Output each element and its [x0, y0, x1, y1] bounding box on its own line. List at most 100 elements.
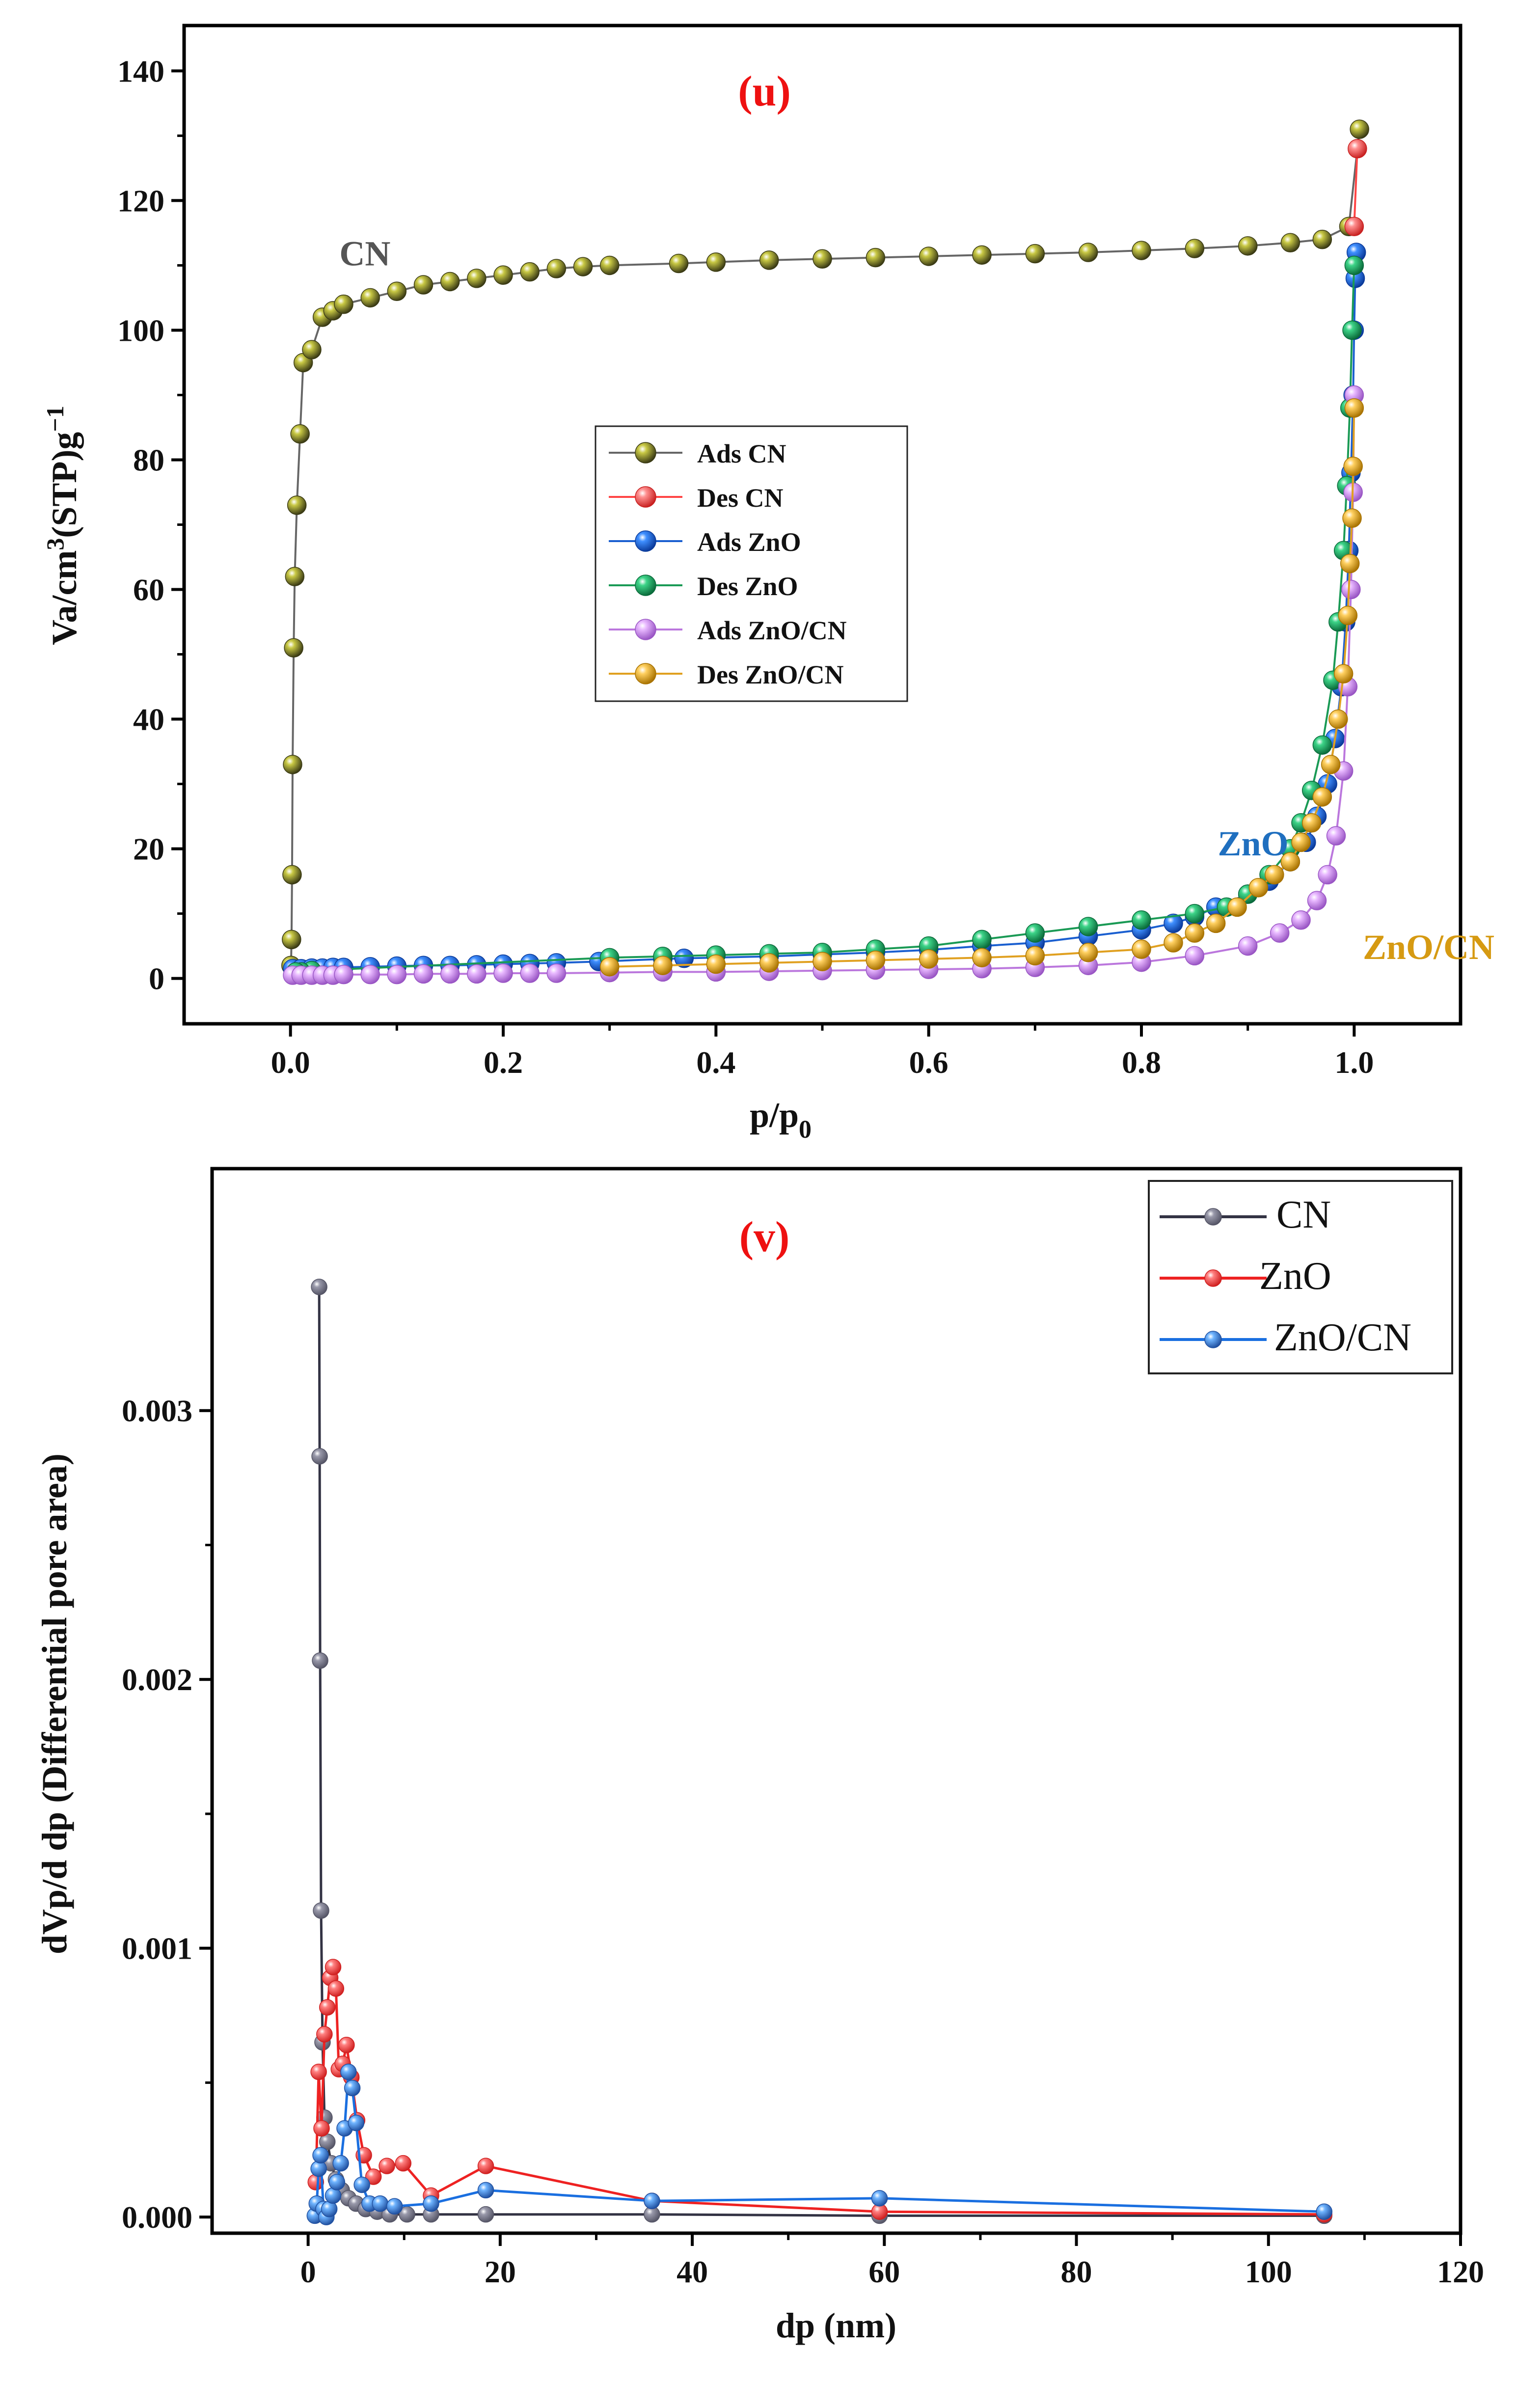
v-x-tick-label-4: 80 — [1061, 2254, 1092, 2289]
u-point-des-zno — [1344, 255, 1364, 275]
v-point-zno-cn — [386, 2198, 403, 2215]
u-point-des-zno — [1342, 320, 1362, 340]
v-point-zno-cn — [423, 2195, 439, 2212]
pore-y-axis-title: dVp/d dp (Differential pore area) — [35, 1453, 74, 1954]
u-point-des-zno-cn — [1132, 939, 1151, 959]
isotherm-chart: 0.0 0.2 0.4 0.6 0.8 1.0 0 20 40 60 80 100 120 140 (u)… — [41, 24, 1494, 1144]
isotherm-series-group — [281, 119, 1369, 985]
u-point-ads-cn — [1185, 239, 1205, 258]
u-point-des-zno-cn — [1344, 398, 1364, 418]
v-x-tick-label-6: 120 — [1437, 2254, 1484, 2289]
u-y-tick-label-3: 60 — [133, 573, 164, 607]
isotherm-annotation-cn: CN — [339, 234, 390, 273]
isotherm-legend-marker-ads-zno-cn — [635, 619, 656, 640]
isotherm-legend-label-ads-cn: Ads CN — [697, 439, 786, 468]
u-x-tick-label-0: 0.0 — [271, 1045, 310, 1080]
v-point-zno-cn — [344, 2080, 361, 2097]
v-x-tick-label-5: 100 — [1245, 2254, 1292, 2289]
u-y-tick-label-0: 0 — [149, 961, 164, 996]
u-point-ads-cn — [284, 638, 303, 658]
u-point-des-zno-cn — [1025, 946, 1045, 966]
u-point-des-zno-cn — [1340, 553, 1360, 574]
v-point-zno-cn — [1316, 2203, 1332, 2220]
u-point-ads-cn — [287, 495, 307, 515]
isotherm-legend-marker-ads-cn — [635, 442, 656, 464]
v-point-zno — [477, 2158, 494, 2174]
u-point-des-zno-cn — [1265, 865, 1284, 885]
u-point-des-zno-cn — [1338, 605, 1358, 626]
u-point-ads-zno-cn — [360, 964, 380, 985]
isotherm-legend-label-ads-zno-cn: Ads ZnO/CN — [697, 616, 847, 645]
u-x-tick-label-5: 1.0 — [1334, 1045, 1374, 1080]
isotherm-legend-box — [595, 425, 908, 702]
u-point-des-zno-cn — [813, 952, 832, 972]
pore-legend-marker-zno-cn — [1204, 1331, 1222, 1348]
u-y-tick-label-4: 80 — [133, 442, 164, 477]
u-point-ads-zno-cn — [334, 964, 353, 985]
v-point-zno-cn — [871, 2190, 888, 2207]
isotherm-axis-ticks: 0.0 0.2 0.4 0.6 0.8 1.0 0 20 40 60 80 100 120 140 — [117, 54, 1374, 1080]
isotherm-legend-label-des-zno-cn: Des ZnO/CN — [697, 660, 844, 689]
v-point-zno — [310, 2063, 327, 2080]
u-series-line-des-cn — [1353, 148, 1358, 227]
isotherm-legend-marker-des-zno-cn — [635, 663, 656, 684]
pore-x-axis-title: dp (nm) — [776, 2306, 896, 2345]
u-point-ads-cn — [813, 249, 832, 269]
u-x-tick-label-4: 0.8 — [1122, 1045, 1161, 1080]
v-point-zno — [319, 1999, 336, 2016]
u-point-des-zno-cn — [1312, 787, 1332, 807]
u-point-ads-zno-cn — [1238, 936, 1258, 956]
u-point-ads-cn — [334, 294, 353, 314]
u-point-ads-cn — [282, 930, 301, 950]
u-point-des-zno — [1312, 735, 1332, 755]
u-point-des-zno-cn — [1333, 664, 1354, 684]
isotherm-annotation-zno: ZnO — [1218, 824, 1288, 863]
u-point-ads-cn — [290, 424, 310, 444]
v-point-zno — [395, 2155, 412, 2172]
u-point-ads-cn — [919, 246, 939, 266]
u-point-ads-zno-cn — [493, 963, 513, 983]
isotherm-legend-label-des-cn: Des CN — [697, 483, 783, 513]
isotherm-legend-label-des-zno: Des ZnO — [697, 572, 798, 601]
u-y-tick-label-6: 120 — [117, 183, 164, 218]
v-point-zno-cn — [340, 2063, 357, 2080]
u-point-ads-cn — [1238, 236, 1258, 256]
u-point-des-zno-cn — [1343, 456, 1363, 476]
u-point-des-zno-cn — [1164, 933, 1183, 953]
u-y-tick-label-5: 100 — [117, 313, 164, 348]
u-point-ads-cn — [972, 245, 992, 265]
isotherm-y-axis-title-sup-2: −1 — [41, 406, 69, 432]
u-point-des-zno-cn — [972, 948, 992, 968]
u-point-ads-cn — [546, 259, 567, 278]
u-point-des-zno-cn — [759, 953, 779, 973]
u-point-des-zno-cn — [919, 949, 939, 969]
u-point-des-zno-cn — [1342, 508, 1362, 528]
v-point-zno-cn — [332, 2155, 349, 2172]
v-point-zno — [327, 1980, 345, 1997]
u-point-ads-zno-cn — [546, 963, 567, 983]
v-point-cn — [311, 1279, 327, 1295]
v-point-cn — [312, 1652, 328, 1669]
u-point-des-zno — [972, 930, 992, 950]
u-y-tick-label-7: 140 — [117, 54, 164, 88]
u-point-ads-zno — [1164, 913, 1183, 933]
u-point-ads-cn — [599, 255, 620, 275]
isotherm-legend-marker-des-zno — [635, 575, 656, 596]
pore-legend: CN ZnO ZnO/CN — [1148, 1180, 1453, 1374]
u-point-ads-cn — [669, 253, 689, 274]
v-x-tick-label-2: 40 — [677, 2254, 708, 2289]
u-point-ads-cn — [360, 288, 380, 308]
pore-plot-frame — [210, 1167, 1463, 2235]
u-point-ads-cn — [493, 265, 513, 285]
v-point-zno-cn — [644, 2192, 660, 2210]
isotherm-annotation-zno-cn: ZnO/CN — [1363, 928, 1494, 967]
v-x-tick-label-1: 20 — [485, 2254, 516, 2289]
pore-panel-label: (v) — [739, 1213, 790, 1261]
u-point-ads-zno-cn — [387, 964, 407, 985]
v-point-zno — [325, 1959, 342, 1975]
u-point-ads-zno-cn — [1341, 579, 1361, 600]
u-point-des-zno-cn — [653, 956, 673, 975]
u-point-ads-cn — [387, 281, 407, 301]
v-x-tick-label-0: 0 — [300, 2254, 316, 2289]
